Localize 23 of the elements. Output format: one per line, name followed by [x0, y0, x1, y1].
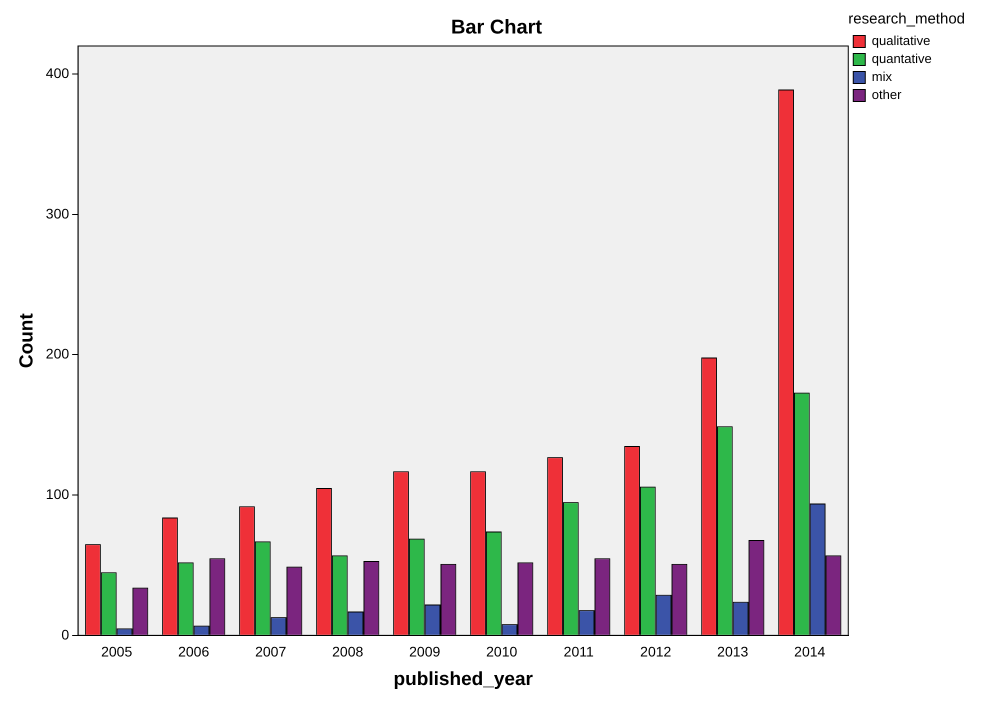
x-tick-label: 2005 — [101, 644, 132, 660]
legend-label: quantative — [872, 51, 932, 66]
y-axis-title: Count — [16, 312, 38, 368]
x-tick-label: 2010 — [486, 644, 518, 660]
x-axis-title: published_year — [394, 668, 534, 690]
x-tick-label: 2008 — [332, 644, 364, 660]
x-tick-label: 2012 — [640, 644, 672, 660]
x-tick-label: 2009 — [409, 644, 440, 660]
y-tick-label: 300 — [46, 205, 70, 222]
x-tick-label: 2014 — [794, 644, 826, 660]
x-tick-label: 2006 — [178, 644, 210, 660]
y-tick-label: 100 — [46, 486, 70, 502]
x-tick-label: 2013 — [717, 644, 749, 660]
legend-label: qualitative — [872, 33, 930, 48]
y-tick-label: 0 — [61, 626, 70, 642]
x-tick-label: 2007 — [255, 644, 286, 660]
chart-title: Bar Chart — [450, 16, 542, 39]
y-tick-label: 400 — [46, 64, 70, 81]
x-tick-label: 2011 — [564, 644, 594, 660]
legend-label: other — [872, 87, 902, 102]
y-tick-label: 200 — [46, 346, 70, 362]
legend-label: mix — [872, 69, 892, 84]
legend-title: research_method — [848, 10, 965, 28]
